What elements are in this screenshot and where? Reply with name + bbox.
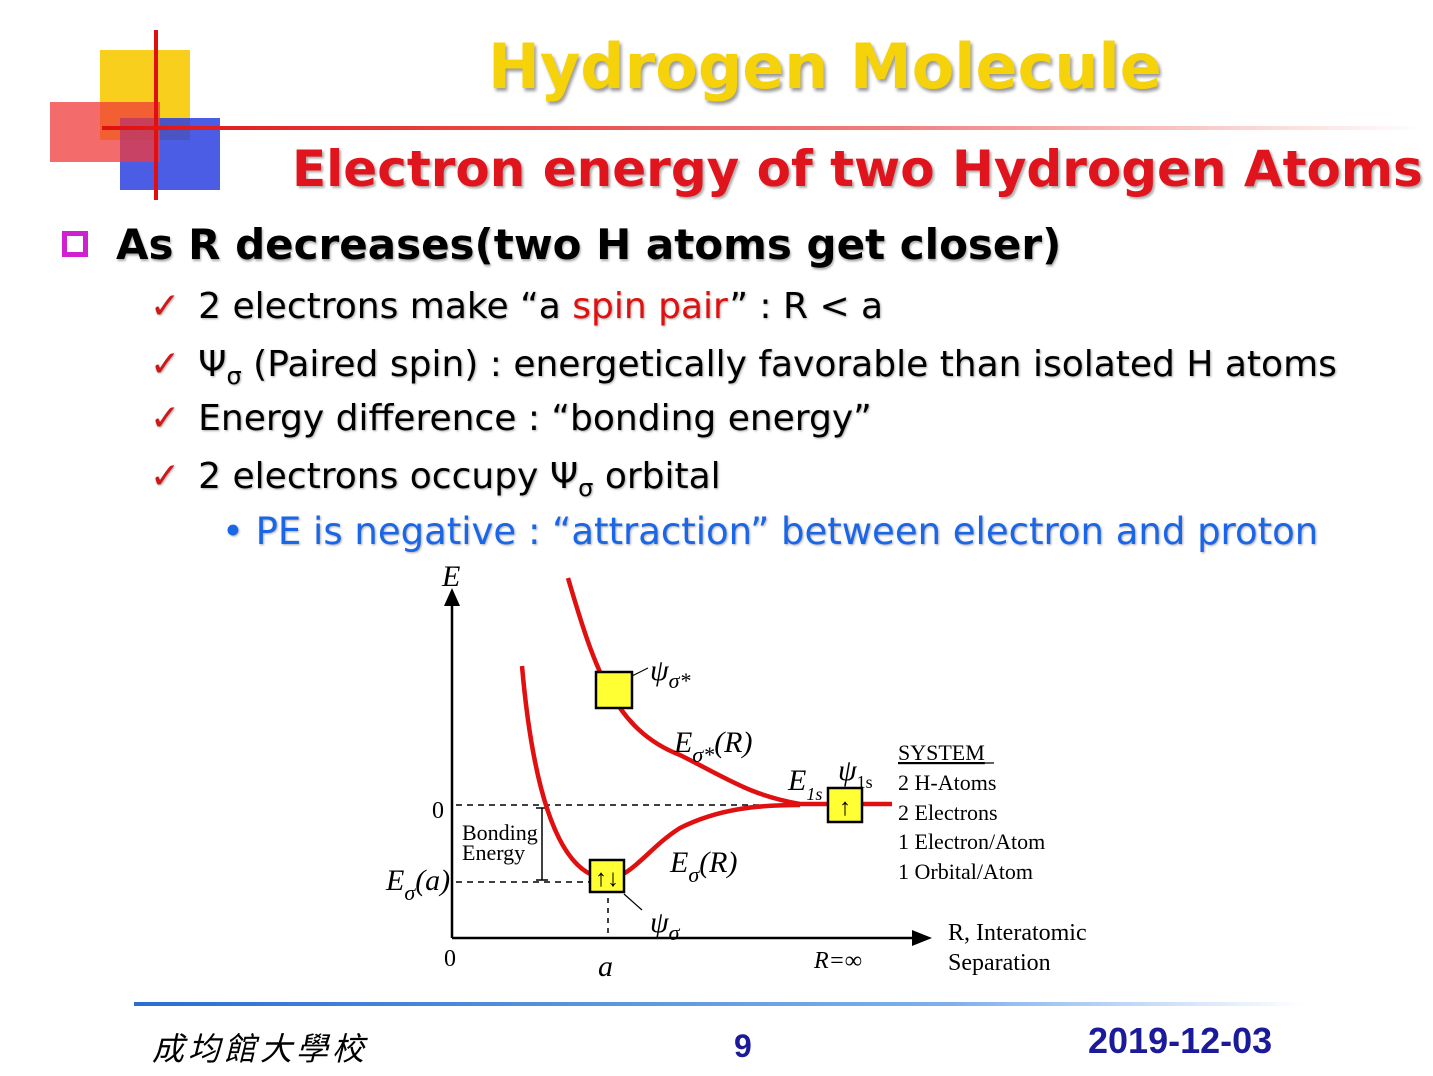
r-infinity-label: R=∞ — [813, 948, 862, 974]
slide-subtitle: Electron energy of two Hydrogen Atoms — [292, 140, 1423, 198]
point-pe-negative: • PE is negative : “attraction” between … — [222, 510, 1319, 553]
point-energy-difference: ✓ Energy difference : “bonding energy” — [150, 398, 872, 439]
single-spin-arrow-icon: ↑ — [839, 795, 851, 821]
slide-title: Hydrogen Molecule — [488, 30, 1162, 103]
psi-1s-label: ψ1s — [838, 754, 873, 792]
header-divider — [105, 126, 1425, 130]
a-label: a — [598, 950, 613, 983]
footer-date: 2019-12-03 — [1088, 1020, 1273, 1061]
bonding-energy-label-line2: Energy — [462, 840, 525, 865]
psi-sigma-star-box — [594, 670, 634, 710]
footer-page-number: 9 — [734, 1028, 752, 1064]
system-line-h-atoms: 2 H-Atoms — [898, 770, 996, 795]
check-icon: ✓ — [150, 286, 181, 327]
psi-1s-box — [826, 786, 864, 824]
zero-energy-label: 0 — [432, 798, 444, 824]
psi-sigma-label: ψσ — [650, 906, 681, 945]
main-bullet-text: As R decreases(two H atoms get closer) — [116, 220, 1062, 269]
check-icon: ✓ — [150, 344, 181, 385]
dot-bullet-icon: • — [222, 510, 244, 553]
footer-divider — [134, 1002, 1304, 1006]
point-occupy-orbital: ✓ 2 electrons occupy Ψσ orbital — [150, 456, 721, 503]
origin-label: 0 — [444, 946, 456, 972]
psi-sigma-star-pointer — [631, 667, 649, 677]
spin-pair-highlight: spin pair — [572, 286, 730, 327]
system-line-electron-per-atom: 1 Electron/Atom — [898, 829, 1045, 854]
system-line-orbital-per-atom: 1 Orbital/Atom — [898, 859, 1033, 884]
psi-sigma-star-label: ψσ* — [650, 654, 691, 693]
system-line-electrons: 2 Electrons — [898, 800, 998, 825]
y-axis-label: E — [441, 560, 460, 593]
x-axis-label-line2: Separation — [948, 950, 1051, 976]
e-sigma-r-label: Eσ(R) — [669, 846, 738, 887]
square-bullet-icon — [62, 230, 88, 257]
e-sigma-star-r-label: Eσ*(R) — [673, 726, 753, 767]
y-axis-arrow — [444, 588, 460, 606]
slide-logo-decoration — [50, 30, 250, 200]
energy-diagram: ↑↓ ↑ E 0 0 a R=∞ R, Interatomic Separati… — [385, 560, 1087, 983]
paired-spin-arrows-icon: ↑↓ — [595, 866, 619, 892]
e-sigma-a-label: Eσ(a) — [385, 864, 450, 905]
footer-school-name: 成均館大學校 — [152, 1030, 369, 1068]
e-1s-label: E1s — [787, 764, 822, 804]
antibonding-energy-curve — [565, 577, 892, 807]
bonding-energy-curve — [519, 665, 801, 881]
x-axis-arrow — [912, 930, 932, 946]
system-title: SYSTEM — [898, 740, 985, 765]
check-icon: ✓ — [150, 456, 181, 497]
point-paired-spin: ✓ Ψσ (Paired spin) : energetically favora… — [150, 344, 1337, 391]
psi-sigma-pointer — [623, 893, 643, 911]
psi-sigma-box — [588, 858, 626, 894]
main-bullet: As R decreases(two H atoms get closer) — [62, 220, 1061, 269]
point-spin-pair: ✓ 2 electrons make “a spin pair” : R < a — [150, 286, 884, 327]
x-axis-label-line1: R, Interatomic — [948, 920, 1087, 946]
check-icon: ✓ — [150, 398, 181, 439]
bonding-energy-label-line1: Bonding — [462, 820, 538, 845]
